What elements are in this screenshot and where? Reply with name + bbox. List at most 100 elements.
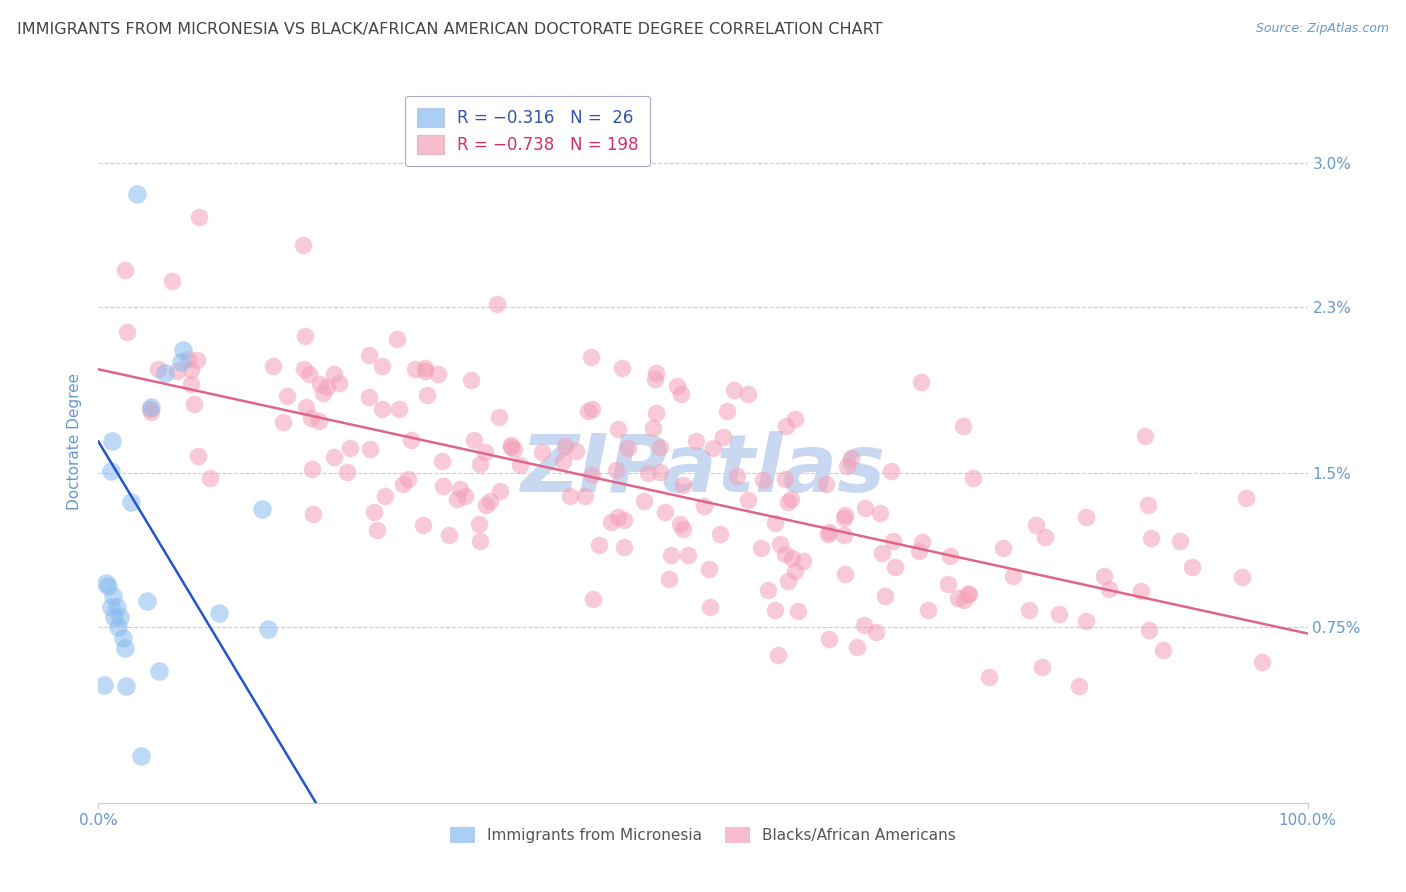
- Point: [339, 442, 361, 456]
- Point: [613, 540, 636, 554]
- Point: [468, 516, 491, 531]
- Point: [658, 572, 681, 586]
- Point: [503, 442, 526, 456]
- Point: [530, 445, 553, 459]
- Point: [139, 405, 162, 419]
- Point: [120, 494, 142, 508]
- Y-axis label: Doctorate Degree: Doctorate Degree: [67, 373, 83, 510]
- Point: [460, 373, 482, 387]
- Point: [1033, 530, 1056, 544]
- Point: [581, 402, 603, 417]
- Text: IMMIGRANTS FROM MICRONESIA VS BLACK/AFRICAN AMERICAN DOCTORATE DEGREE CORRELATIO: IMMIGRANTS FROM MICRONESIA VS BLACK/AFRI…: [17, 22, 883, 37]
- Point: [328, 376, 350, 391]
- Point: [135, 594, 157, 608]
- Point: [271, 415, 294, 429]
- Point: [581, 468, 603, 483]
- Point: [115, 679, 138, 693]
- Point: [1130, 583, 1153, 598]
- Point: [607, 510, 630, 524]
- Point: [792, 554, 814, 568]
- Point: [470, 458, 492, 472]
- Point: [488, 409, 510, 424]
- Point: [336, 465, 359, 479]
- Point: [413, 360, 436, 375]
- Point: [835, 458, 858, 473]
- Point: [599, 515, 621, 529]
- Point: [474, 498, 496, 512]
- Point: [294, 329, 316, 343]
- Point: [160, 274, 183, 288]
- Point: [276, 389, 298, 403]
- Point: [605, 463, 627, 477]
- Point: [108, 610, 131, 624]
- Point: [413, 364, 436, 378]
- Point: [779, 491, 801, 506]
- Point: [1139, 531, 1161, 545]
- Point: [910, 375, 932, 389]
- Point: [101, 590, 124, 604]
- Point: [1135, 429, 1157, 443]
- Point: [852, 618, 875, 632]
- Point: [430, 453, 453, 467]
- Point: [907, 544, 929, 558]
- Point: [187, 211, 209, 225]
- Point: [454, 489, 477, 503]
- Point: [780, 550, 803, 565]
- Point: [1074, 614, 1097, 628]
- Point: [665, 378, 688, 392]
- Point: [100, 434, 122, 449]
- Point: [323, 450, 346, 465]
- Point: [869, 506, 891, 520]
- Point: [1139, 623, 1161, 637]
- Point: [645, 406, 668, 420]
- Point: [301, 461, 323, 475]
- Point: [200, 471, 222, 485]
- Point: [873, 589, 896, 603]
- Point: [187, 449, 209, 463]
- Point: [786, 604, 808, 618]
- Point: [1152, 643, 1174, 657]
- Point: [991, 541, 1014, 555]
- Point: [129, 749, 152, 764]
- Point: [371, 359, 394, 374]
- Point: [773, 472, 796, 486]
- Point: [1074, 510, 1097, 524]
- Point: [208, 606, 231, 620]
- Point: [250, 502, 273, 516]
- Point: [316, 380, 339, 394]
- Point: [659, 549, 682, 563]
- Point: [416, 388, 439, 402]
- Point: [463, 434, 485, 448]
- Point: [814, 476, 837, 491]
- Point: [292, 362, 315, 376]
- Point: [766, 648, 789, 663]
- Point: [685, 434, 707, 448]
- Point: [100, 464, 122, 478]
- Point: [633, 493, 655, 508]
- Point: [359, 442, 381, 456]
- Point: [262, 359, 284, 374]
- Point: [607, 422, 630, 436]
- Point: [936, 577, 959, 591]
- Point: [94, 575, 117, 590]
- Point: [952, 592, 974, 607]
- Point: [756, 582, 779, 597]
- Point: [396, 472, 419, 486]
- Point: [308, 377, 330, 392]
- Point: [884, 560, 907, 574]
- Point: [97, 579, 120, 593]
- Point: [139, 400, 162, 414]
- Point: [637, 466, 659, 480]
- Point: [509, 458, 531, 472]
- Point: [146, 362, 169, 376]
- Point: [946, 591, 969, 605]
- Point: [127, 186, 149, 201]
- Point: [308, 414, 330, 428]
- Legend: Immigrants from Micronesia, Blacks/African Americans: Immigrants from Micronesia, Blacks/Afric…: [444, 821, 962, 849]
- Point: [644, 372, 666, 386]
- Point: [551, 454, 574, 468]
- Point: [170, 355, 193, 369]
- Point: [977, 670, 1000, 684]
- Point: [359, 348, 381, 362]
- Point: [644, 366, 666, 380]
